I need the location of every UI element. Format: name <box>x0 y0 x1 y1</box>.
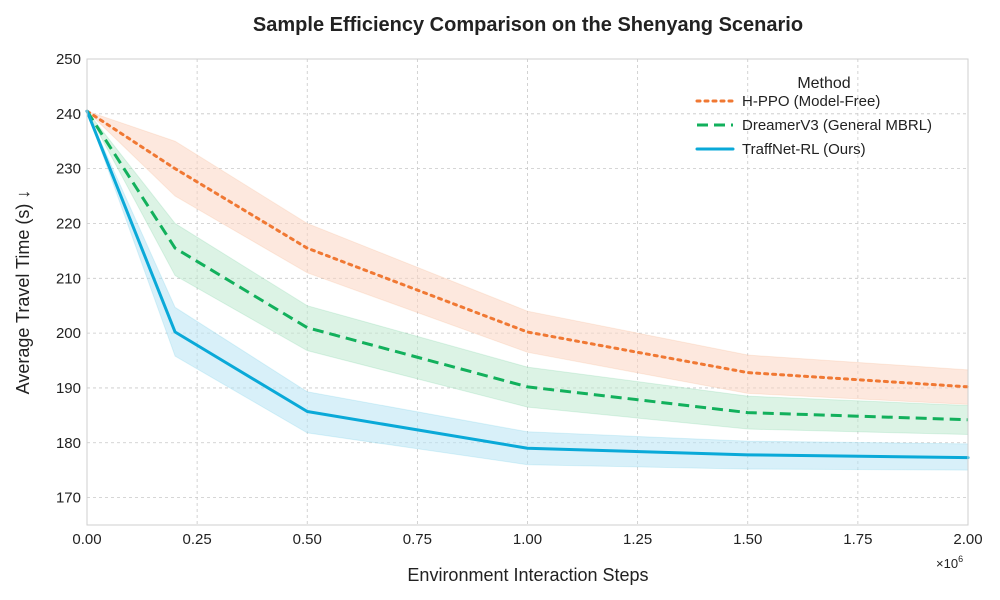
series-line-0 <box>85 109 970 389</box>
x-tick-label: 1.25 <box>623 531 652 548</box>
legend: Method H-PPO (Model-Free) DreamerV3 (Gene… <box>695 75 932 158</box>
x-tick-label: 2.00 <box>953 531 982 548</box>
x-axis-multiplier-exponent: 6 <box>958 554 963 564</box>
x-axis-multiplier: ×106 <box>936 554 963 571</box>
y-tick-label: 200 <box>56 325 81 342</box>
y-tick-label: 190 <box>56 380 81 397</box>
series-line-2 <box>85 109 970 460</box>
legend-label-0: H-PPO (Model-Free) <box>742 93 880 110</box>
y-tick-label: 210 <box>56 270 81 287</box>
x-tick-label: 0.75 <box>403 531 432 548</box>
y-tick-label: 170 <box>56 490 81 507</box>
y-axis-ticks: 170 180 190 200 210 220 230 240 250 <box>56 51 81 507</box>
legend-label-1: DreamerV3 (General MBRL) <box>742 117 932 134</box>
x-tick-label: 1.75 <box>843 531 872 548</box>
y-tick-label: 180 <box>56 435 81 452</box>
legend-title: Method <box>797 75 850 92</box>
legend-label-2: TraffNet-RL (Ours) <box>742 141 866 158</box>
x-axis-ticks: 0.00 0.25 0.50 0.75 1.00 1.25 1.50 1.75 2.00 <box>72 531 982 548</box>
x-tick-label: 1.50 <box>733 531 762 548</box>
y-tick-label: 250 <box>56 51 81 68</box>
y-axis-label: Average Travel Time (s) ↓ <box>13 190 33 395</box>
y-tick-label: 230 <box>56 161 81 178</box>
x-tick-label: 0.25 <box>183 531 212 548</box>
x-tick-label: 0.50 <box>293 531 322 548</box>
y-tick-label: 240 <box>56 106 81 123</box>
y-tick-label: 220 <box>56 215 81 232</box>
x-tick-label: 1.00 <box>513 531 542 548</box>
x-tick-label: 0.00 <box>72 531 101 548</box>
series-line-1 <box>85 110 969 422</box>
x-axis-label: Environment Interaction Steps <box>407 565 648 585</box>
chart-title: Sample Efficiency Comparison on the Shen… <box>253 14 803 36</box>
x-axis-multiplier-base: ×10 <box>936 556 958 571</box>
plot-area-frame <box>86 58 969 526</box>
legend-items: H-PPO (Model-Free) DreamerV3 (General MBR… <box>695 93 932 158</box>
